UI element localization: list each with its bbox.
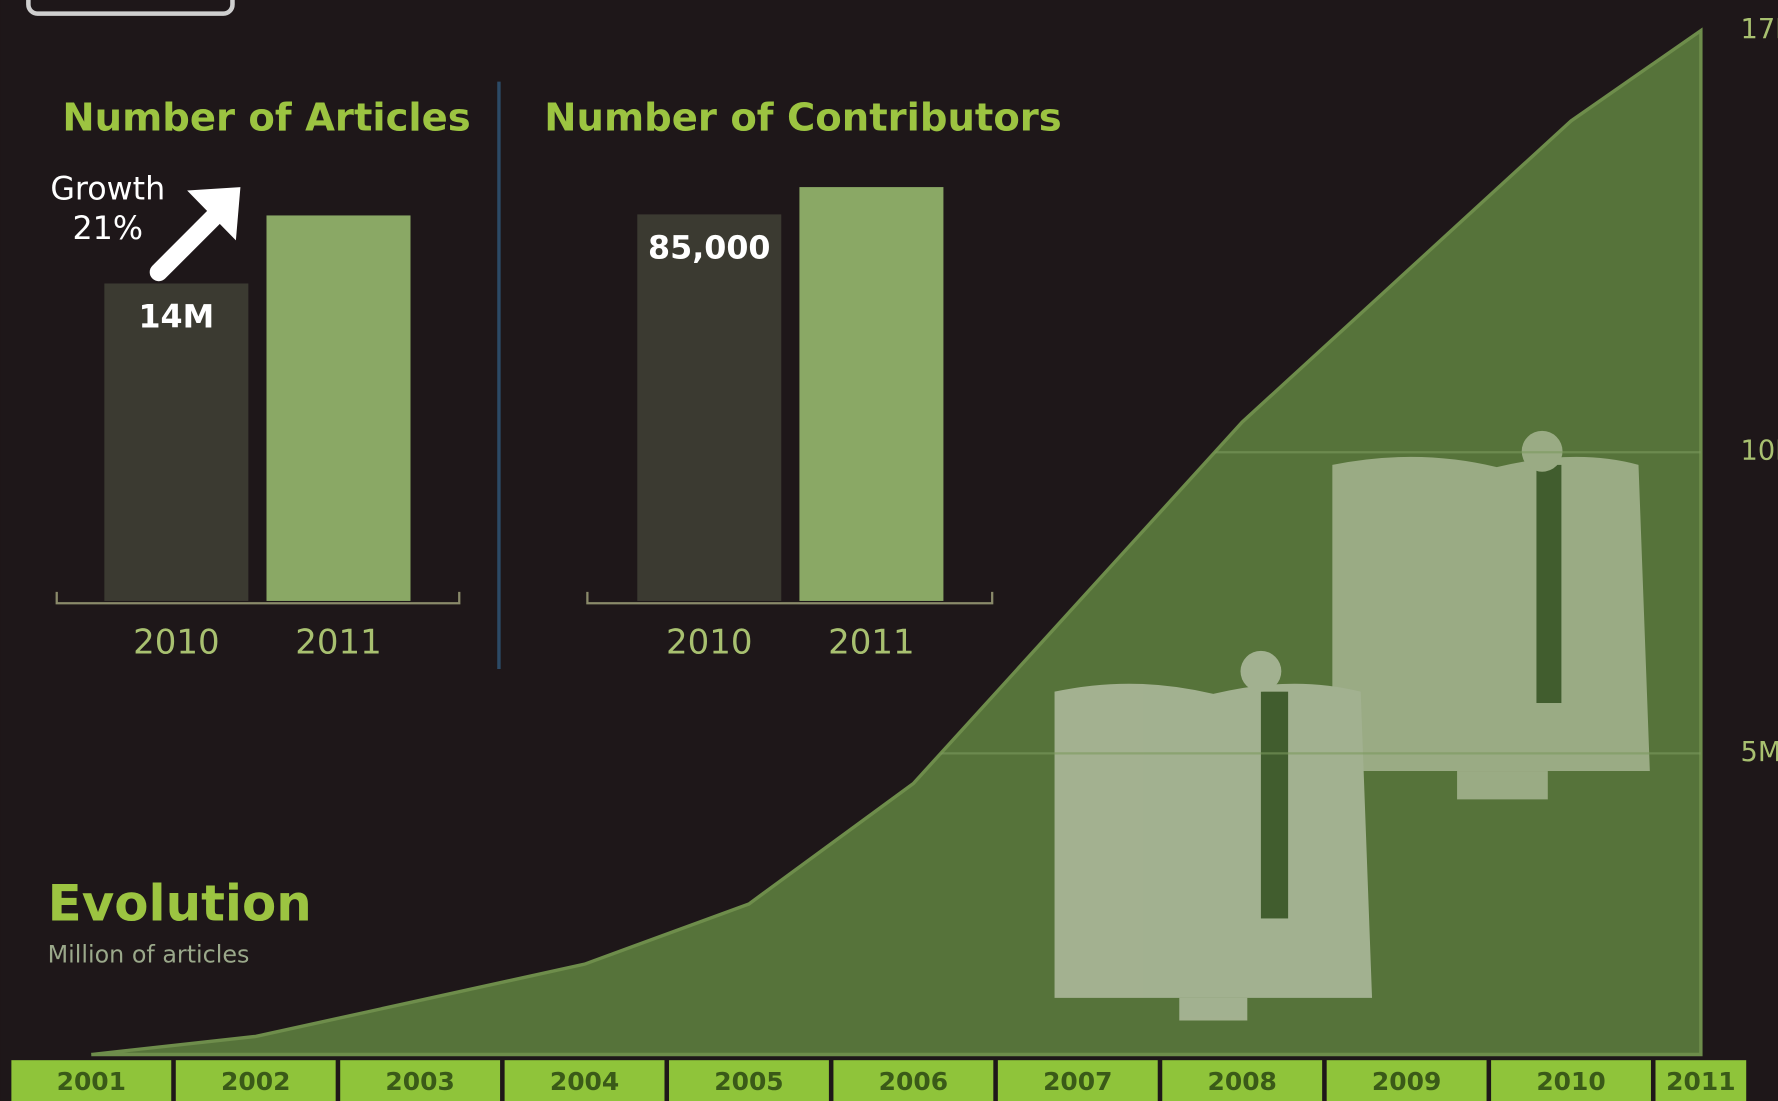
- chart-title: Evolution: [48, 875, 312, 933]
- chart-subtitle: Million of articles: [48, 940, 250, 968]
- x-tick-label: 2010: [666, 623, 753, 663]
- x-cell: [175, 1060, 336, 1101]
- value-label: 85,000: [648, 231, 770, 267]
- x-cell: [669, 1060, 829, 1101]
- x-tick-label: 2011: [1666, 1067, 1735, 1096]
- arrow: [149, 187, 241, 282]
- x-tick-label: 2009: [1372, 1067, 1441, 1096]
- bar: [266, 215, 411, 601]
- book-icons: [1054, 430, 1650, 1021]
- x-tick-label: 2010: [133, 623, 220, 663]
- bar: [799, 187, 944, 601]
- x-tick-label: 2008: [1208, 1067, 1277, 1096]
- axis-line: [55, 591, 461, 605]
- annotation: 21%: [72, 211, 143, 247]
- y-tick-label: 10M: [1741, 436, 1778, 467]
- x-cell: [997, 1060, 1158, 1101]
- x-cell: [1326, 1060, 1487, 1101]
- x-tick-label: 2007: [1043, 1067, 1112, 1096]
- x-tick-label: 2011: [295, 623, 382, 663]
- y-tick-label: 17M: [1741, 14, 1778, 45]
- x-cell: [504, 1060, 665, 1101]
- x-tick-label: 2003: [385, 1067, 454, 1096]
- x-cell: [1491, 1060, 1651, 1101]
- x-tick-label: 2001: [57, 1067, 126, 1096]
- x-tick-label: 2006: [879, 1067, 948, 1096]
- y-tick-label: 5M: [1741, 737, 1778, 768]
- x-cell: [1655, 1060, 1747, 1101]
- x-tick-label: 2010: [1536, 1067, 1605, 1096]
- value-label: 14M: [138, 300, 214, 336]
- bar: [104, 283, 249, 601]
- chart-title: Number of Contributors: [544, 96, 1061, 141]
- x-tick-label: 2004: [550, 1067, 619, 1096]
- bar: [637, 214, 782, 601]
- x-tick-label: 2002: [221, 1067, 290, 1096]
- x-cell: [1162, 1060, 1323, 1101]
- top-button[interactable]: [26, 0, 235, 16]
- x-cell: [11, 1060, 172, 1101]
- x-cell: [833, 1060, 994, 1101]
- x-cell: [340, 1060, 501, 1101]
- chart-title: Number of Articles: [62, 96, 470, 141]
- annotation: Growth: [50, 171, 165, 207]
- x-tick-label: 2005: [714, 1067, 783, 1096]
- x-tick-label: 2011: [828, 623, 915, 663]
- axis-line: [586, 591, 994, 605]
